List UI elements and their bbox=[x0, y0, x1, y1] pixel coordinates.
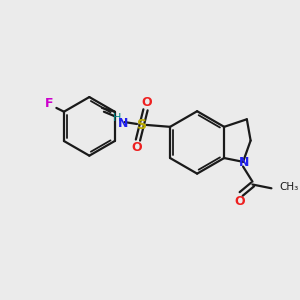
Text: F: F bbox=[45, 97, 53, 110]
Text: O: O bbox=[141, 96, 152, 109]
Text: O: O bbox=[132, 141, 142, 154]
Text: N: N bbox=[118, 118, 128, 130]
Text: N: N bbox=[239, 156, 249, 169]
Text: H: H bbox=[113, 113, 121, 123]
Text: S: S bbox=[137, 118, 147, 132]
Text: CH₃: CH₃ bbox=[279, 182, 298, 192]
Text: O: O bbox=[234, 195, 244, 208]
